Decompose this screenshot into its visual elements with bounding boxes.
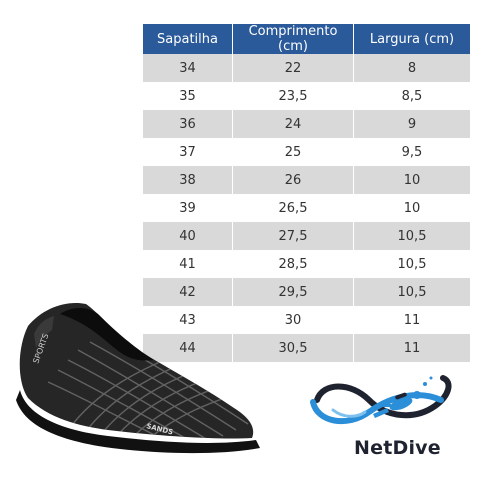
size-cell: 41	[143, 250, 232, 278]
width-cell: 9,5	[353, 138, 470, 166]
width-cell: 9	[353, 110, 470, 138]
width-cell: 11	[353, 306, 470, 334]
size-cell: 40	[143, 222, 232, 250]
table-row: 37 25 9,5	[143, 138, 470, 166]
size-cell: 34	[143, 54, 232, 82]
length-cell: 30	[232, 306, 353, 334]
table-row: 34 22 8	[143, 54, 470, 82]
length-cell: 26,5	[232, 194, 353, 222]
header-sapatilha: Sapatilha	[143, 24, 232, 54]
header-largura: Largura (cm)	[353, 24, 470, 54]
table-row: 36 24 9	[143, 110, 470, 138]
width-cell: 11	[353, 334, 470, 362]
table-row: 42 29,5 10,5	[143, 278, 470, 306]
brand-name: NetDive	[354, 437, 441, 459]
table-row: 41 28,5 10,5	[143, 250, 470, 278]
length-cell: 28,5	[232, 250, 353, 278]
size-cell: 38	[143, 166, 232, 194]
table-row: 43 30 11	[143, 306, 470, 334]
width-cell: 10,5	[353, 250, 470, 278]
length-cell: 30,5	[232, 334, 353, 362]
width-cell: 10,5	[353, 222, 470, 250]
header-comprimento: Comprimento (cm)	[232, 24, 353, 54]
length-cell: 27,5	[232, 222, 353, 250]
size-cell: 37	[143, 138, 232, 166]
table-row: 38 26 10	[143, 166, 470, 194]
length-cell: 29,5	[232, 278, 353, 306]
size-cell: 35	[143, 82, 232, 110]
width-cell: 8,5	[353, 82, 470, 110]
table-row: 39 26,5 10	[143, 194, 470, 222]
table-row: 35 23,5 8,5	[143, 82, 470, 110]
size-cell: 44	[143, 334, 232, 362]
size-cell: 43	[143, 306, 232, 334]
length-cell: 26	[232, 166, 353, 194]
length-cell: 23,5	[232, 82, 353, 110]
width-cell: 10	[353, 194, 470, 222]
size-cell: 42	[143, 278, 232, 306]
table-row: 40 27,5 10,5	[143, 222, 470, 250]
size-cell: 39	[143, 194, 232, 222]
table-row: 44 30,5 11	[143, 334, 470, 362]
table-header-row: Sapatilha Comprimento (cm) Largura (cm)	[143, 24, 470, 54]
water-shoe-image: SPORTS SANDS	[16, 302, 260, 454]
length-cell: 22	[232, 54, 353, 82]
length-cell: 24	[232, 110, 353, 138]
width-cell: 10,5	[353, 278, 470, 306]
length-cell: 25	[232, 138, 353, 166]
size-cell: 36	[143, 110, 232, 138]
diver-logo	[310, 375, 452, 424]
width-cell: 10	[353, 166, 470, 194]
size-chart-table: Sapatilha Comprimento (cm) Largura (cm) …	[143, 24, 470, 362]
width-cell: 8	[353, 54, 470, 82]
